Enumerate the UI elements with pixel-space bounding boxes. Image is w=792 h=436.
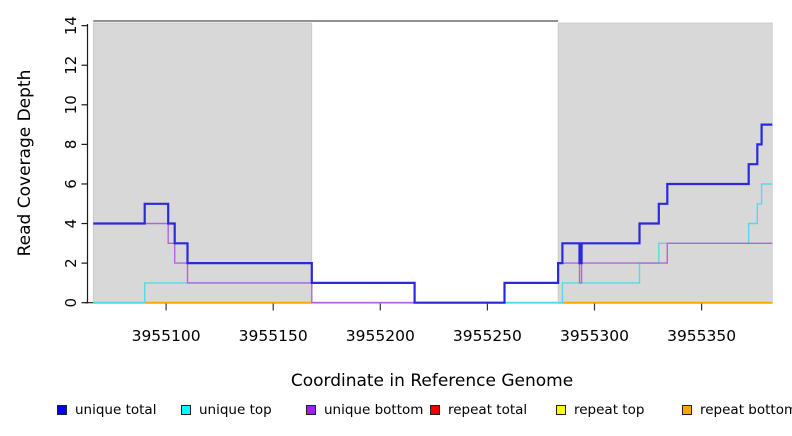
- unique-bottom-swatch-icon: [306, 405, 316, 415]
- x-tick-label: 3955200: [346, 327, 415, 345]
- x-tick-label: 3955150: [239, 327, 308, 345]
- legend-label: repeat bottom: [700, 402, 792, 418]
- y-tick-label: 0: [62, 298, 80, 308]
- legend-item-repeat-top: repeat top: [556, 402, 644, 418]
- legend-label: unique bottom: [324, 402, 424, 418]
- legend-label: unique top: [199, 402, 272, 418]
- y-tick-label: 4: [62, 219, 80, 229]
- shaded-region: [92, 22, 313, 304]
- legend-label: unique total: [75, 402, 157, 418]
- y-tick-label: 10: [62, 95, 80, 114]
- legend-item-unique-total: unique total: [57, 402, 156, 418]
- shaded-region: [557, 22, 773, 304]
- repeat-bottom-swatch-icon: [682, 405, 692, 415]
- unique-total-swatch-icon: [57, 405, 67, 415]
- series-line-unique-total: [93, 123, 773, 304]
- repeat-top-swatch-icon: [556, 405, 566, 415]
- legend-label: repeat top: [574, 402, 645, 418]
- legend-item-unique-bottom: unique bottom: [306, 402, 423, 418]
- x-tick-label: 3955100: [132, 327, 201, 345]
- legend-item-unique-top: unique top: [181, 402, 272, 418]
- y-tick-label: 6: [62, 179, 80, 189]
- legend-label: repeat total: [448, 402, 528, 418]
- x-axis-title: Coordinate in Reference Genome: [291, 371, 573, 391]
- y-axis-title: Read Coverage Depth: [15, 70, 35, 257]
- y-tick-label: 8: [62, 140, 80, 150]
- legend-item-repeat-bottom: repeat bottom: [682, 402, 792, 418]
- x-tick-label: 3955300: [560, 327, 629, 345]
- y-tick-label: 2: [62, 258, 80, 268]
- x-tick-label: 3955350: [667, 327, 736, 345]
- y-tick-label: 12: [62, 56, 80, 75]
- y-tick-label: 14: [62, 16, 80, 35]
- unique-top-swatch-icon: [181, 405, 191, 415]
- x-tick-label: 3955250: [453, 327, 522, 345]
- legend-item-repeat-total: repeat total: [430, 402, 527, 418]
- repeat-total-swatch-icon: [430, 405, 440, 415]
